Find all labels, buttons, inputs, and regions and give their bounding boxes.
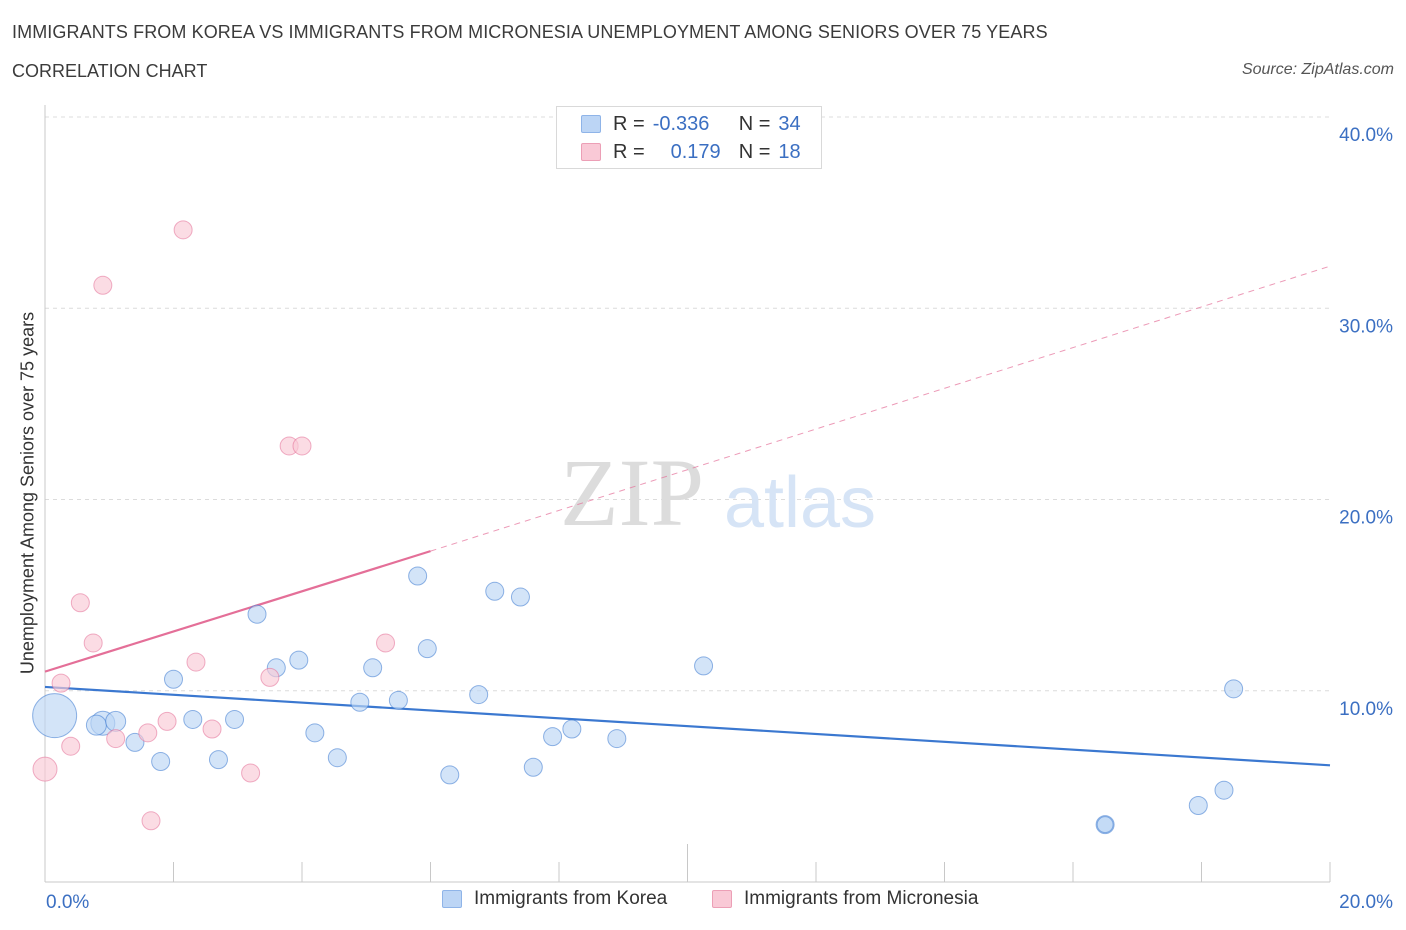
data-point: [183, 709, 203, 729]
trend-line-extension: [430, 265, 1331, 552]
trend-line: [44, 685, 1331, 767]
data-point: [106, 729, 126, 749]
data-point: [61, 736, 81, 756]
watermark-zip: ZIP: [560, 439, 704, 546]
data-point: [1214, 780, 1234, 800]
micronesia-legend-swatch: [712, 890, 732, 908]
data-point: [485, 581, 505, 601]
n-label: N =: [738, 112, 771, 135]
data-point: [51, 673, 71, 693]
tick-labels: 10.0% 20.0% 30.0% 40.0% 0.0% 20.0%: [46, 125, 1393, 913]
correlation-legend: R = -0.336 N = 34 R = 0.179 N = 18: [556, 106, 822, 169]
data-point: [138, 723, 158, 743]
data-point: [247, 604, 267, 624]
data-point: [105, 710, 127, 732]
trend-lines: [44, 265, 1331, 767]
data-point: [202, 719, 222, 739]
chart-title: IMMIGRANTS FROM KOREA VS IMMIGRANTS FROM…: [12, 22, 1048, 42]
r-label: R =: [613, 140, 645, 163]
data-point: [225, 709, 245, 729]
data-point: [469, 685, 489, 705]
source-label: Source: ZipAtlas.com: [1241, 61, 1394, 78]
data-point: [417, 639, 437, 659]
data-point: [607, 729, 627, 749]
data-point: [83, 633, 103, 653]
grid-lines: [45, 116, 1330, 692]
data-point: [32, 756, 58, 782]
n-value: 34: [778, 112, 801, 135]
data-point: [305, 723, 325, 743]
data-point: [327, 748, 347, 768]
data-point: [388, 690, 408, 710]
data-point: [85, 714, 107, 736]
trend-line: [44, 550, 431, 673]
x-tick-label: 20.0%: [1339, 892, 1393, 913]
data-point: [694, 656, 714, 676]
y-axis-label: Unemployment Among Seniors over 75 years: [17, 311, 38, 675]
data-point: [173, 220, 193, 240]
n-label: N =: [738, 140, 771, 163]
data-point: [1188, 796, 1208, 815]
x-tick-label: 0.0%: [46, 892, 89, 913]
legend-row-micronesia: R = 0.179 N = 18: [581, 140, 801, 164]
data-point: [241, 763, 261, 783]
data-point: [32, 693, 78, 739]
data-point: [1096, 816, 1114, 834]
data-point: [208, 750, 228, 770]
data-point: [350, 692, 370, 712]
data-point: [289, 650, 309, 670]
data-point: [260, 667, 280, 687]
n-value: 18: [778, 140, 801, 163]
data-point: [164, 669, 183, 689]
data-point: [376, 633, 396, 653]
data-point: [510, 587, 530, 607]
data-point: [151, 752, 171, 772]
axes: [44, 105, 1331, 883]
r-value: 0.179: [670, 140, 721, 163]
data-point: [292, 436, 312, 456]
micronesia-swatch: [581, 143, 601, 161]
data-points: [32, 220, 1244, 835]
data-point: [157, 711, 177, 731]
legend-item-micronesia: Immigrants from Micronesia: [712, 888, 978, 910]
watermark: ZIP atlas: [560, 439, 876, 546]
data-point: [408, 566, 428, 586]
y-tick-label: 40.0%: [1339, 125, 1393, 146]
legend-micronesia-label: Immigrants from Micronesia: [744, 888, 979, 909]
y-tick-label: 20.0%: [1339, 508, 1393, 529]
korea-swatch: [581, 115, 601, 133]
chart-subtitle: CORRELATION CHART: [12, 61, 208, 81]
data-point: [70, 593, 90, 613]
y-tick-label: 10.0%: [1339, 699, 1393, 720]
data-point: [186, 652, 206, 672]
r-label: R =: [613, 112, 645, 135]
data-point: [1224, 679, 1244, 699]
legend-item-korea: Immigrants from Korea: [442, 888, 667, 910]
y-tick-label: 30.0%: [1339, 316, 1393, 337]
data-point: [125, 732, 145, 752]
data-point: [93, 275, 113, 295]
r-value: -0.336: [652, 112, 710, 135]
legend-korea-label: Immigrants from Korea: [474, 888, 668, 909]
series-legend: Immigrants from Korea Immigrants from Mi…: [0, 888, 1406, 916]
data-point: [523, 757, 543, 777]
legend-row-korea: R = -0.336 N = 34: [581, 112, 801, 136]
data-point: [363, 658, 383, 678]
data-point: [141, 811, 161, 831]
watermark-atlas: atlas: [724, 463, 876, 543]
korea-legend-swatch: [442, 890, 462, 908]
data-point: [440, 765, 460, 785]
data-point: [543, 727, 563, 747]
data-point: [562, 719, 582, 739]
